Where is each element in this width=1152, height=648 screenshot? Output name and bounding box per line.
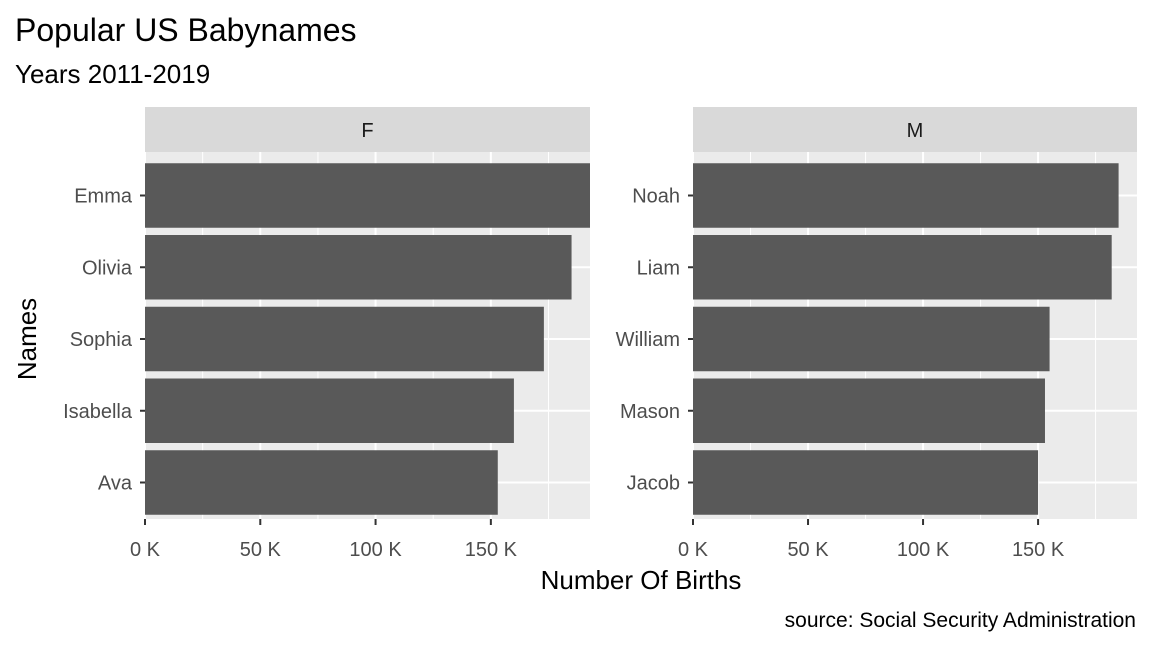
x-axis-title: Number Of Births bbox=[541, 565, 742, 595]
facet-strip bbox=[693, 107, 1137, 152]
y-tick-label: Olivia bbox=[82, 257, 133, 279]
y-tick-label: Emma bbox=[74, 186, 133, 208]
facet-strip-label: F bbox=[361, 120, 373, 142]
x-tick-label: 150 K bbox=[465, 539, 518, 561]
x-tick-label: 100 K bbox=[349, 539, 402, 561]
x-tick-label: 100 K bbox=[897, 539, 950, 561]
facet-strip-label: M bbox=[907, 120, 924, 142]
y-tick-label: William bbox=[616, 329, 680, 351]
bar-liam bbox=[693, 235, 1112, 300]
bar-olivia bbox=[145, 235, 572, 300]
facet-M: M Noah Liam William Mason Jacob 0 K 50 K 100 K 15… bbox=[616, 107, 1137, 561]
chart-title: Popular US Babynames bbox=[15, 12, 357, 48]
y-tick-label: Mason bbox=[620, 401, 680, 423]
bar-sophia bbox=[145, 306, 544, 372]
bar-mason bbox=[693, 378, 1045, 443]
facet-panels: F Emma Olivia Sophia Isabella Ava 0 K 50 K 100 K… bbox=[63, 107, 1137, 561]
x-tick-label: 150 K bbox=[1012, 539, 1065, 561]
chart-subtitle: Years 2011-2019 bbox=[15, 59, 210, 89]
bar-ava bbox=[145, 450, 498, 515]
y-tick-label: Isabella bbox=[63, 401, 133, 423]
bar-emma bbox=[145, 163, 590, 228]
x-tick-label: 0 K bbox=[678, 539, 709, 561]
bar-noah bbox=[693, 163, 1119, 228]
bar-jacob bbox=[693, 450, 1039, 515]
y-tick-label: Jacob bbox=[627, 473, 680, 495]
x-tick-label: 0 K bbox=[130, 539, 161, 561]
y-tick-label: Ava bbox=[98, 473, 133, 495]
y-tick-label: Sophia bbox=[70, 329, 133, 351]
x-tick-label: 50 K bbox=[240, 539, 282, 561]
x-tick-label: 50 K bbox=[787, 539, 829, 561]
bar-isabella bbox=[145, 378, 514, 443]
y-tick-label: Liam bbox=[637, 257, 680, 279]
bar-william bbox=[693, 306, 1050, 372]
facet-strip bbox=[145, 107, 590, 152]
facet-F: F Emma Olivia Sophia Isabella Ava 0 K 50 K 100 K… bbox=[63, 107, 590, 561]
y-axis-title: Names bbox=[12, 298, 42, 380]
chart-caption: source: Social Security Administration bbox=[785, 609, 1136, 632]
y-tick-label: Noah bbox=[632, 186, 680, 208]
